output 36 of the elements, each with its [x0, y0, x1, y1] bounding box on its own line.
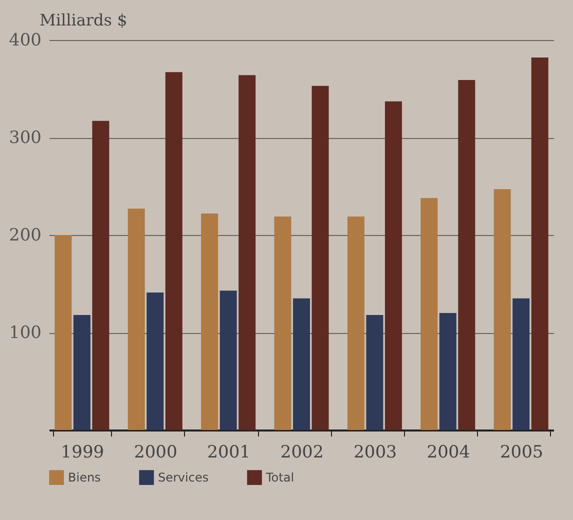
legend-label: Services — [158, 470, 209, 485]
x-tick-label: 2000 — [134, 442, 178, 462]
x-tick-label: 2002 — [280, 442, 324, 462]
bar — [73, 314, 90, 430]
bar — [165, 72, 182, 430]
bar — [274, 216, 292, 430]
bar — [531, 58, 548, 430]
bar — [293, 298, 310, 430]
legend-label: Biens — [68, 470, 101, 485]
bar — [366, 314, 384, 430]
bar — [512, 298, 530, 430]
x-tick-label: 2004 — [426, 442, 470, 462]
y-axis-title: Milliards $ — [40, 10, 128, 30]
bar — [220, 290, 237, 430]
bar — [238, 75, 256, 430]
y-tick-label: 400 — [9, 30, 42, 50]
x-tick-label: 2005 — [500, 442, 544, 462]
bar — [146, 292, 164, 430]
x-tick-label: 1999 — [60, 442, 104, 462]
bar — [458, 80, 476, 430]
bar — [92, 120, 110, 430]
y-tick-label: 100 — [9, 323, 42, 343]
x-tick-label: 2001 — [207, 442, 250, 462]
bar — [201, 214, 218, 430]
bar — [384, 101, 402, 430]
bar — [439, 313, 456, 430]
bar — [347, 216, 364, 430]
bar — [128, 208, 145, 430]
legend-label: Total — [265, 470, 294, 485]
y-tick-label: 200 — [9, 226, 42, 246]
bar — [54, 235, 72, 430]
bar — [312, 86, 329, 430]
bar — [494, 189, 511, 430]
x-tick-label: 2003 — [354, 442, 397, 462]
bar — [420, 198, 438, 430]
y-tick-label: 300 — [9, 128, 42, 148]
